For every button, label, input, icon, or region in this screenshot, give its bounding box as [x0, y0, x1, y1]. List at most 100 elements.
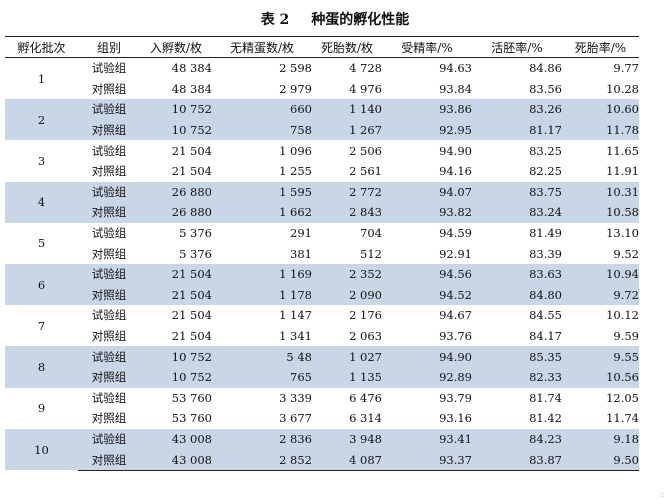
cell-dead-embryo-rate: 10.58 [562, 202, 639, 223]
cell-dead-embryo-rate: 10.94 [562, 263, 639, 285]
cell-fertility-rate: 93.82 [382, 202, 472, 223]
cell-live-embryo-rate: 81.74 [529, 390, 562, 405]
cell-fertility-rate: 94.90 [382, 346, 472, 367]
cell-eggs-set: 21 504 [171, 164, 212, 179]
cell-live-embryo-rate: 84.80 [472, 284, 562, 306]
cell-dead-embryo-rate: 10.12 [606, 308, 639, 323]
cell-live-embryo-rate: 83.24 [472, 202, 562, 223]
table-row: 6 试验组 21 504 1 169 2 352 94.56 83.63 10.94 [5, 263, 639, 306]
cell-infertile-eggs: 5 48 [212, 346, 312, 367]
cell-live-embryo-rate: 81.17 [472, 119, 562, 141]
cell-group: 对照组 [78, 366, 140, 388]
cell-dead-embryos: 2 063 [349, 329, 382, 344]
cell-fertility-rate: 94.90 [439, 143, 472, 158]
header-eggs-set: 入孵数/枚 [140, 36, 212, 58]
cell-live-embryo-rate: 84.17 [529, 329, 562, 344]
table-row: 对照组 26 880 1 662 2 843 93.82 83.24 10.58 [5, 202, 639, 223]
header-infertile-eggs: 无精蛋数/枚 [212, 36, 312, 58]
cell-fertility-rate: 94.56 [382, 263, 472, 285]
cell-live-embryo-rate: 83.87 [472, 449, 562, 471]
table-row: 对照组 5 376 381 512 92.91 83.39 9.52 [5, 243, 639, 264]
cell-infertile-eggs: 2 979 [279, 81, 312, 96]
cell-dead-embryo-rate: 11.74 [606, 411, 639, 426]
table-row: 4 试验组 26 880 1 595 2 772 94.07 83.75 10.31 [5, 181, 639, 223]
table-row: 9 试验组 53 760 3 339 6 476 93.79 81.74 12.05 [5, 388, 639, 415]
cell-dead-embryo-rate: 11.78 [562, 119, 639, 141]
table-caption: 表 2 种蛋的孵化性能 [0, 6, 670, 34]
cell-dead-embryo-rate: 9.72 [562, 284, 639, 306]
cell-infertile-eggs: 2 836 [212, 428, 312, 450]
cell-infertile-eggs: 765 [212, 366, 312, 388]
cell-infertile-eggs: 1 096 [279, 143, 312, 158]
cell-live-embryo-rate: 82.25 [529, 164, 562, 179]
cell-batch: 7 [37, 318, 46, 333]
table-row: 对照组 48 384 2 979 4 976 93.84 83.56 10.28 [5, 79, 639, 100]
cell-infertile-eggs: 1 147 [279, 308, 312, 323]
cell-group: 试验组 [91, 143, 127, 158]
cell-group: 对照组 [91, 81, 127, 96]
cell-dead-embryos: 4 728 [349, 61, 382, 76]
cell-dead-embryos: 2 176 [349, 308, 382, 323]
cell-fertility-rate: 93.79 [439, 390, 472, 405]
cell-fertility-rate: 94.52 [382, 284, 472, 306]
cell-live-embryo-rate: 83.25 [529, 143, 562, 158]
cell-fertility-rate: 94.59 [439, 226, 472, 241]
cell-infertile-eggs: 1 169 [212, 263, 312, 285]
table-row: 8 试验组 10 752 5 48 1 027 94.90 85.35 9.55 [5, 346, 639, 388]
cell-dead-embryo-rate: 10.28 [606, 81, 639, 96]
cell-infertile-eggs: 1 341 [279, 329, 312, 344]
cell-infertile-eggs: 1 255 [279, 164, 312, 179]
table-row: 10 试验组 43 008 2 836 3 948 93.41 84.23 9.18 [5, 428, 639, 471]
table-row: 对照组 21 504 1 178 2 090 94.52 84.80 9.72 [5, 284, 639, 306]
cell-batch: 10 [5, 428, 78, 471]
table-row: 对照组 10 752 758 1 267 92.95 81.17 11.78 [5, 119, 639, 141]
header-live-embryo-rate: 活胚率/% [472, 36, 562, 58]
table-row: 对照组 21 504 1 341 2 063 93.76 84.17 9.59 [5, 326, 639, 347]
cell-dead-embryos: 2 506 [349, 143, 382, 158]
cell-infertile-eggs: 2 598 [279, 61, 312, 76]
cell-dead-embryos: 704 [360, 226, 382, 241]
cell-fertility-rate: 94.16 [439, 164, 472, 179]
cell-fertility-rate: 94.07 [382, 181, 472, 203]
cell-dead-embryos: 2 561 [349, 164, 382, 179]
cell-batch: 5 [37, 236, 46, 251]
cell-eggs-set: 21 504 [171, 308, 212, 323]
cell-dead-embryos: 2 772 [312, 181, 382, 203]
cell-live-embryo-rate: 83.63 [472, 263, 562, 285]
cell-group: 试验组 [78, 263, 140, 285]
cell-dead-embryos: 2 090 [312, 284, 382, 306]
cell-eggs-set: 26 880 [140, 181, 212, 203]
cell-dead-embryos: 1 140 [312, 99, 382, 120]
cell-dead-embryos: 1 135 [312, 366, 382, 388]
cell-group: 试验组 [78, 181, 140, 203]
cell-batch: 1 [37, 71, 46, 86]
table-body: 1 试验组 48 384 2 598 4 728 94.63 84.86 9.77 对照组 48 … [5, 58, 639, 471]
cell-dead-embryo-rate: 11.65 [606, 143, 639, 158]
cell-eggs-set: 53 760 [171, 390, 212, 405]
cell-group: 对照组 [78, 119, 140, 141]
cell-fertility-rate: 92.91 [439, 246, 472, 261]
cell-fertility-rate: 93.86 [382, 99, 472, 120]
cell-dead-embryos: 4 976 [349, 81, 382, 96]
cell-group: 试验组 [91, 226, 127, 241]
cell-dead-embryo-rate: 9.50 [562, 449, 639, 471]
cell-dead-embryo-rate: 12.05 [606, 390, 639, 405]
cell-infertile-eggs: 291 [290, 226, 312, 241]
header-row: 孵化批次 组别 入孵数/枚 无精蛋数/枚 死胎数/枚 受精率/% 活胚率/% 死… [5, 36, 639, 58]
hatching-performance-table: 孵化批次 组别 入孵数/枚 无精蛋数/枚 死胎数/枚 受精率/% 活胚率/% 死… [5, 36, 639, 471]
cell-dead-embryo-rate: 9.59 [613, 329, 639, 344]
cell-eggs-set: 21 504 [171, 143, 212, 158]
header-fertility-rate: 受精率/% [382, 36, 472, 58]
cell-fertility-rate: 93.16 [439, 411, 472, 426]
cell-dead-embryos: 6 314 [349, 411, 382, 426]
cell-eggs-set: 5 376 [179, 226, 212, 241]
cell-dead-embryos: 1 267 [312, 119, 382, 141]
cell-fertility-rate: 93.37 [382, 449, 472, 471]
cell-dead-embryos: 512 [360, 246, 382, 261]
cell-dead-embryos: 2 843 [312, 202, 382, 223]
cell-eggs-set: 10 752 [140, 99, 212, 120]
header-batch: 孵化批次 [5, 36, 78, 58]
header-dead-embryos: 死胎数/枚 [312, 36, 382, 58]
cell-fertility-rate: 93.41 [382, 428, 472, 450]
table-row: 对照组 21 504 1 255 2 561 94.16 82.25 11.91 [5, 161, 639, 182]
